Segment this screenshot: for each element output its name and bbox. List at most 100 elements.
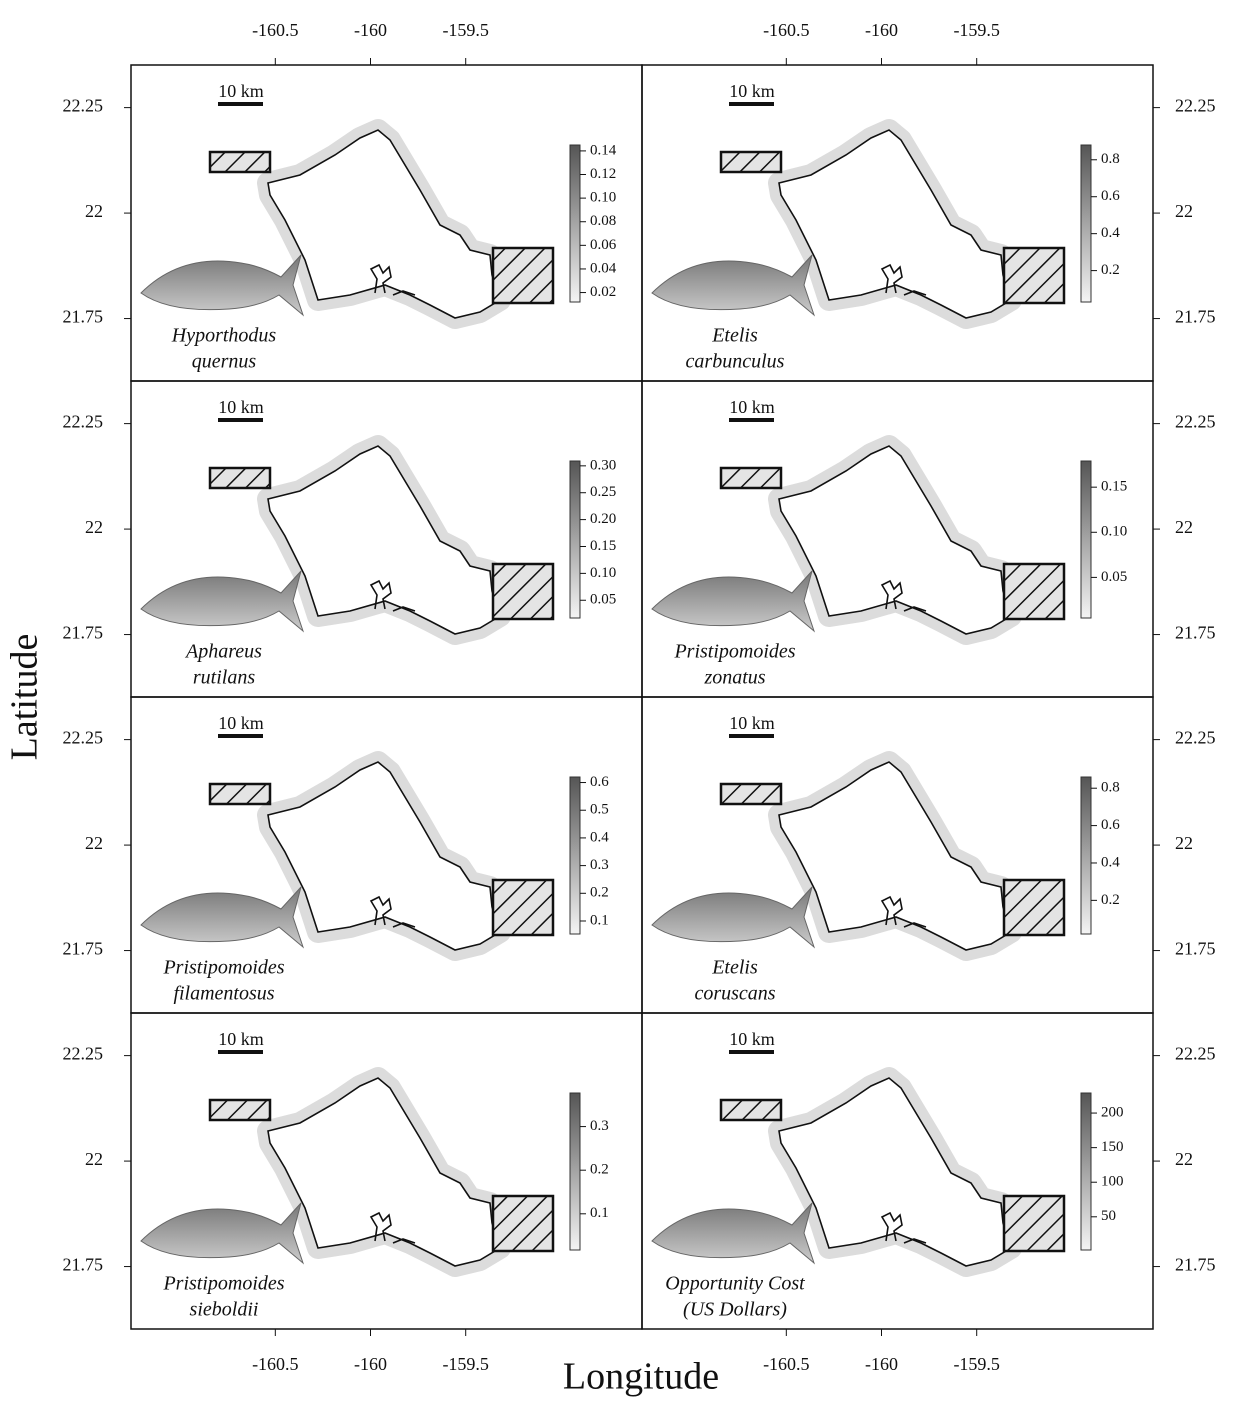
species-label: filamentosus (173, 983, 274, 1005)
colorbar-tick-label: 0.30 (590, 457, 616, 473)
species-label: Pristipomoides (673, 641, 795, 663)
fish-illustration (140, 886, 305, 949)
y-tick-label: 22.25 (1175, 728, 1216, 748)
colorbar-tick-label: 50 (1101, 1208, 1116, 1224)
map-panel: 10 km Pristipomoides zonatus 0.05 0.10 0.15 21… (641, 380, 1216, 698)
species-label: carbunculus (686, 351, 785, 373)
panel-frame (641, 1012, 1154, 1330)
colorbar-tick-label: 150 (1101, 1139, 1124, 1155)
x-tick-label: -160.5 (252, 1354, 299, 1374)
y-tick-label: 21.75 (1175, 623, 1216, 643)
scale-label: 10 km (218, 713, 264, 733)
colorbar-tick-label: 0.4 (1101, 225, 1120, 241)
hatched-box (1002, 878, 1066, 937)
y-tick-label: 22 (85, 201, 103, 221)
hatched-box (208, 782, 272, 806)
map-panel: 10 km Hyporthodus quernus 0.02 0.04 0.06 0.08 0… (63, 20, 643, 382)
colorbar-tick-label: 0.6 (1101, 817, 1120, 833)
x-tick-label: -160.5 (763, 20, 810, 40)
y-tick-label: 22.25 (63, 728, 104, 748)
colorbar-tick-label: 0.05 (590, 592, 616, 608)
harbor (880, 895, 927, 928)
colorbar-tick-label: 0.2 (590, 885, 609, 901)
species-label: Opportunity Cost (665, 1273, 805, 1295)
colorbar-tick-label: 0.4 (590, 829, 609, 845)
colorbar-tick-label: 0.1 (590, 1205, 609, 1221)
colorbar-tick-label: 0.04 (590, 260, 617, 276)
y-tick-label: 22 (85, 833, 103, 853)
x-tick-label: -159.5 (442, 1354, 489, 1374)
colorbar (569, 144, 581, 303)
y-tick-label: 22 (1175, 201, 1193, 221)
colorbar (1080, 460, 1092, 619)
colorbar-tick-label: 0.10 (590, 190, 616, 206)
colorbar-tick-label: 0.6 (1101, 188, 1120, 204)
y-tick-label: 22.25 (1175, 1044, 1216, 1064)
y-tick-label: 21.75 (63, 939, 104, 959)
hatched-box (719, 150, 783, 174)
species-label: Etelis (711, 325, 758, 347)
colorbar-tick-label: 0.14 (590, 142, 617, 158)
fish-illustration (651, 886, 816, 949)
species-label: Etelis (711, 957, 758, 979)
y-tick-label: 22 (1175, 833, 1193, 853)
x-tick-label: -159.5 (442, 20, 489, 40)
colorbar-tick-label: 0.4 (1101, 854, 1120, 870)
colorbar-tick-label: 0.10 (590, 565, 616, 581)
fish-illustration (651, 254, 816, 317)
colorbar-tick-label: 0.02 (590, 284, 616, 300)
fish-illustration (651, 1202, 816, 1265)
x-tick-label: -160 (354, 20, 387, 40)
hatched-box (719, 466, 783, 490)
colorbar (1080, 776, 1092, 935)
scale-label: 10 km (729, 397, 775, 417)
colorbar-tick-label: 0.25 (590, 484, 616, 500)
colorbar-tick-label: 0.2 (1101, 262, 1120, 278)
colorbar-tick-label: 0.3 (590, 1118, 609, 1134)
x-tick-label: -160.5 (252, 20, 299, 40)
hatched-box (719, 782, 783, 806)
species-label: (US Dollars) (683, 1299, 787, 1321)
y-tick-label: 22 (1175, 1149, 1193, 1169)
hatched-box (719, 1098, 783, 1122)
hatched-box (1002, 246, 1066, 305)
hatched-box (491, 562, 555, 621)
hatched-box (208, 150, 272, 174)
colorbar-tick-label: 200 (1101, 1104, 1124, 1120)
harbor (880, 263, 927, 296)
colorbar-tick-label: 0.8 (1101, 151, 1120, 167)
colorbar-tick-label: 0.05 (1101, 569, 1127, 585)
colorbar-tick-label: 0.08 (590, 213, 616, 229)
x-tick-label: -160 (354, 1354, 387, 1374)
y-tick-label: 22.25 (63, 1044, 104, 1064)
fish-illustration (140, 570, 305, 633)
colorbar-tick-label: 0.12 (590, 166, 616, 182)
map-panel: 10 km Etelis carbunculus 0.2 0.4 0.6 0.8 21.75 2… (641, 20, 1216, 382)
scale-label: 10 km (218, 1029, 264, 1049)
colorbar-tick-label: 100 (1101, 1174, 1124, 1190)
y-tick-label: 22 (1175, 517, 1193, 537)
map-panel: 10 km Etelis coruscans 0.2 0.4 0.6 0.8 21.75 22 2… (641, 696, 1216, 1014)
hatched-box (491, 246, 555, 305)
x-tick-label: -160 (865, 20, 898, 40)
y-tick-label: 22 (85, 517, 103, 537)
colorbar (569, 460, 581, 619)
x-tick-label: -160 (865, 1354, 898, 1374)
colorbar (1080, 144, 1092, 303)
colorbar (1080, 1092, 1092, 1251)
harbor (369, 1211, 416, 1244)
species-label: Hyporthodus (171, 325, 277, 347)
y-tick-label: 22.25 (63, 96, 104, 116)
x-axis-label: Longitude (563, 1356, 719, 1398)
colorbar-tick-label: 0.6 (590, 774, 609, 790)
y-tick-label: 21.75 (1175, 307, 1216, 327)
hatched-box (1002, 1194, 1066, 1253)
map-panel: 10 km Pristipomoides sieboldii 0.1 0.2 0.3 21.… (63, 1012, 643, 1374)
species-label: rutilans (193, 667, 255, 689)
fish-illustration (140, 254, 305, 317)
map-panel: 10 km Opportunity Cost (US Dollars) 50 100 15… (641, 1012, 1216, 1374)
harbor (880, 579, 927, 612)
x-tick-label: -159.5 (953, 20, 1000, 40)
colorbar-tick-label: 0.1 (590, 912, 609, 928)
